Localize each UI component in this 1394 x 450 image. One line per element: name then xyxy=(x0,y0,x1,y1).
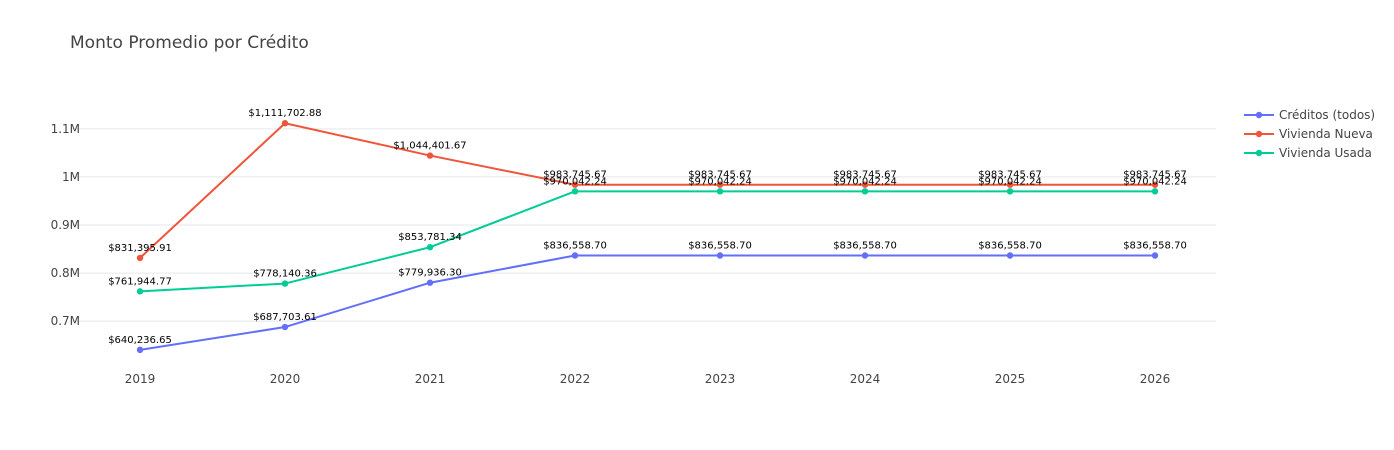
data-label: $640,236.65 xyxy=(108,335,172,346)
data-label: $761,944.77 xyxy=(108,276,172,287)
chart-title: Monto Promedio por Crédito xyxy=(70,33,309,53)
y-tick-label: 0.9M xyxy=(51,218,80,232)
data-point[interactable] xyxy=(571,181,579,188)
data-label: $836,558.70 xyxy=(1123,240,1187,251)
data-point[interactable] xyxy=(571,252,579,259)
x-tick-label: 2024 xyxy=(850,372,881,386)
data-label: $836,558.70 xyxy=(543,240,607,251)
x-tick-label: 2026 xyxy=(1140,372,1171,386)
data-point[interactable] xyxy=(426,279,434,286)
y-tick-label: 0.8M xyxy=(51,266,80,280)
data-label: $836,558.70 xyxy=(688,240,752,251)
x-tick-label: 2021 xyxy=(415,372,446,386)
data-point[interactable] xyxy=(716,188,724,195)
data-point[interactable] xyxy=(1006,252,1014,259)
data-point[interactable] xyxy=(426,152,434,159)
data-label: $970,042.24 xyxy=(978,176,1042,187)
data-point[interactable] xyxy=(281,280,289,287)
data-point[interactable] xyxy=(136,288,144,295)
data-label: $983,745.67 xyxy=(543,170,607,181)
series-line xyxy=(139,190,1155,293)
data-point[interactable] xyxy=(1006,181,1014,188)
data-label: $1,044,401.67 xyxy=(393,141,466,152)
x-tick-label: 2019 xyxy=(125,372,156,386)
data-label: $836,558.70 xyxy=(978,240,1042,251)
data-label: $970,042.24 xyxy=(688,176,752,187)
data-point[interactable] xyxy=(571,188,579,195)
data-point[interactable] xyxy=(861,181,869,188)
y-tick-label: 1M xyxy=(62,170,80,184)
data-label: $983,745.67 xyxy=(833,170,897,181)
legend-item[interactable]: Vivienda Usada xyxy=(1244,146,1372,160)
legend-item[interactable]: Vivienda Nueva xyxy=(1244,127,1373,141)
series-line xyxy=(139,254,1155,351)
data-point[interactable] xyxy=(1151,252,1159,259)
grid-layer xyxy=(70,128,1216,322)
legend-item[interactable]: Créditos (todos) xyxy=(1244,108,1375,122)
data-point[interactable] xyxy=(426,244,434,251)
x-tick-label: 2025 xyxy=(995,372,1026,386)
legend-label: Créditos (todos) xyxy=(1279,108,1375,122)
data-point[interactable] xyxy=(861,188,869,195)
data-label: $970,042.24 xyxy=(833,176,897,187)
data-point[interactable] xyxy=(281,120,289,127)
data-label: $1,111,702.88 xyxy=(248,108,321,119)
data-label: $970,042.24 xyxy=(1123,176,1187,187)
data-label: $836,558.70 xyxy=(833,240,897,251)
legend-label: Vivienda Usada xyxy=(1279,146,1372,160)
data-label: $778,140.36 xyxy=(253,269,317,280)
data-point[interactable] xyxy=(136,346,144,354)
data-point[interactable] xyxy=(861,252,869,259)
series-layer xyxy=(136,120,1159,354)
series-line xyxy=(139,122,1155,259)
x-tick-label: 2022 xyxy=(560,372,591,386)
series-vivienda-nueva xyxy=(136,120,1159,262)
series-cr-ditos-todos xyxy=(136,252,1159,354)
x-tick-label: 2020 xyxy=(270,372,301,386)
data-label: $983,745.67 xyxy=(688,170,752,181)
data-label: $779,936.30 xyxy=(398,268,462,279)
legend-swatch-marker xyxy=(1255,149,1263,157)
data-label: $983,745.67 xyxy=(978,170,1042,181)
data-point[interactable] xyxy=(716,181,724,188)
data-point[interactable] xyxy=(136,254,144,262)
data-point[interactable] xyxy=(1151,181,1159,188)
data-point[interactable] xyxy=(1006,188,1014,195)
data-label: $831,395.91 xyxy=(108,243,172,254)
data-point[interactable] xyxy=(716,252,724,259)
legend-swatch-marker xyxy=(1255,111,1263,119)
data-point[interactable] xyxy=(281,323,289,331)
data-label: $853,781.34 xyxy=(398,232,462,243)
data-label: $983,745.67 xyxy=(1123,170,1187,181)
data-label: $970,042.24 xyxy=(543,176,607,187)
data-label: $687,703.61 xyxy=(253,312,317,323)
x-tick-label: 2023 xyxy=(705,372,736,386)
data-point[interactable] xyxy=(1151,188,1159,195)
axis-layer: 0.7M 0.8M 0.9M 1M 1.1M 2019 2020 2021 2022 2023 20… xyxy=(51,122,1171,386)
legend-swatch-marker xyxy=(1255,130,1263,138)
legend: Créditos (todos) Vivienda Nueva Vivienda U… xyxy=(1244,108,1375,160)
y-tick-label: 1.1M xyxy=(51,122,80,136)
legend-label: Vivienda Nueva xyxy=(1279,127,1373,141)
y-tick-label: 0.7M xyxy=(51,314,80,328)
series-vivienda-usada xyxy=(136,188,1159,295)
data-label-layer: $640,236.65 $687,703.61 $779,936.30 $836,55… xyxy=(108,108,1187,346)
